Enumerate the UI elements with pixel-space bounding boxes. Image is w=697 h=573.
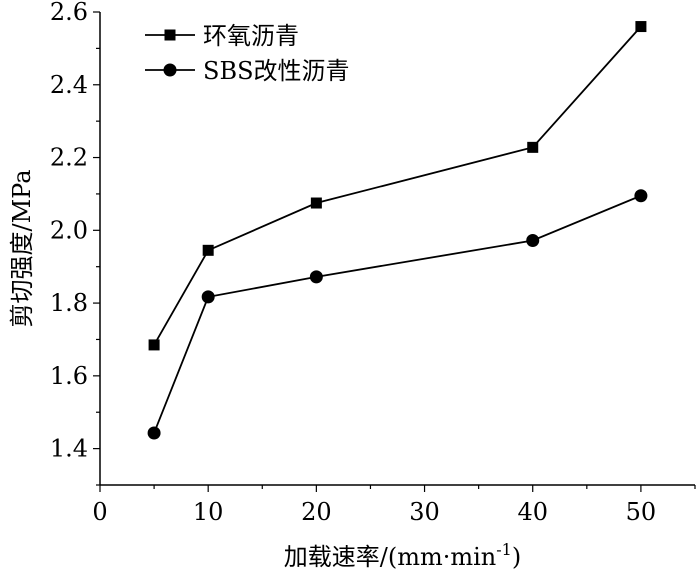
x-tick-label: 20 bbox=[301, 498, 332, 526]
y-tick-label: 2.6 bbox=[50, 0, 88, 26]
y-tick-label: 1.4 bbox=[50, 435, 88, 463]
x-tick-label: 40 bbox=[517, 498, 548, 526]
circle-marker bbox=[634, 189, 648, 203]
series bbox=[147, 21, 648, 440]
legend-square-marker bbox=[164, 29, 176, 41]
y-axis-title: 剪切强度/MPa bbox=[8, 169, 36, 327]
square-marker bbox=[527, 141, 539, 153]
legend-circle-marker bbox=[163, 63, 177, 77]
x-axis-title: 加载速率/(mm·min-1) bbox=[284, 540, 521, 571]
series-1 bbox=[148, 21, 647, 351]
legend-label: SBS改性沥青 bbox=[203, 57, 350, 85]
square-marker bbox=[148, 339, 160, 351]
y-tick-label: 1.6 bbox=[50, 362, 88, 390]
legend-entry: SBS改性沥青 bbox=[145, 57, 350, 85]
y-tick-label: 2.4 bbox=[50, 71, 88, 99]
square-marker bbox=[310, 197, 322, 209]
x-tick-label: 30 bbox=[409, 498, 440, 526]
circle-marker bbox=[201, 290, 215, 304]
series-2 bbox=[147, 189, 648, 440]
square-marker bbox=[635, 21, 647, 33]
circle-marker bbox=[147, 426, 161, 440]
x-tick-label: 10 bbox=[193, 498, 224, 526]
series-line bbox=[153, 194, 642, 434]
x-tick-label: 50 bbox=[626, 498, 657, 526]
legend: 环氧沥青 SBS改性沥青 bbox=[145, 22, 350, 85]
axes bbox=[99, 12, 695, 486]
circle-marker bbox=[309, 270, 323, 284]
y-tick-label: 1.8 bbox=[50, 289, 88, 317]
y-tick-label: 2.2 bbox=[50, 144, 88, 172]
circle-marker bbox=[526, 233, 540, 247]
ticks: 0 10 20 30 40 50 1.4 1.6 1.8 2.0 2.2 2.4 2.6 bbox=[50, 0, 696, 526]
square-marker bbox=[202, 244, 214, 256]
x-tick-label: 0 bbox=[92, 498, 107, 526]
y-tick-label: 2.0 bbox=[50, 216, 88, 244]
legend-label: 环氧沥青 bbox=[203, 22, 299, 50]
legend-entry: 环氧沥青 bbox=[145, 22, 299, 50]
